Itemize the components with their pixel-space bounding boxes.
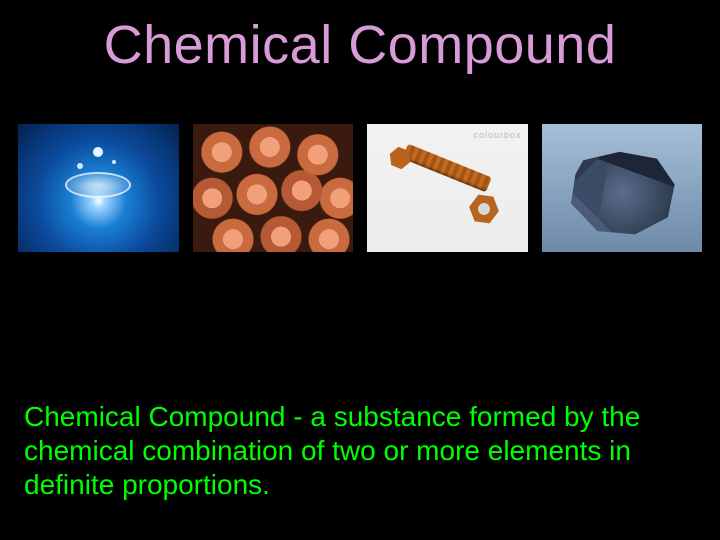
image-mineral-crystals [542,124,703,252]
bolt-shaft-shape [403,144,492,193]
image-nut-and-bolt: colourbox [367,124,528,252]
slide-title: Chemical Compound [0,0,720,76]
image-water-splash [18,124,179,252]
nut-shape [467,192,501,226]
definition-text: Chemical Compound - a substance formed b… [24,400,696,502]
mineral-shape [567,150,677,236]
image-copper-spheres [193,124,354,252]
image-row: colourbox [18,124,702,252]
watermark-text: colourbox [473,130,521,140]
